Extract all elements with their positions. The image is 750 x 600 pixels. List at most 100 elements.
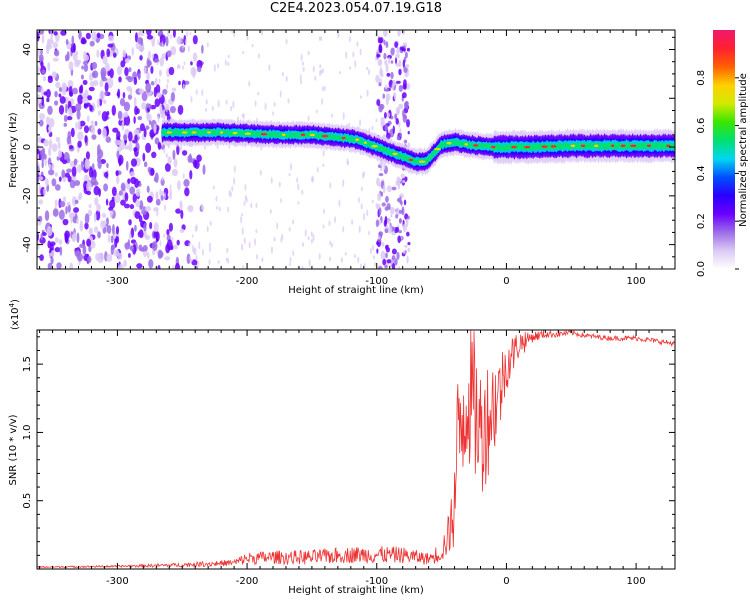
signal-peak (473, 144, 479, 147)
heatmap-cell (41, 33, 45, 44)
heatmap-cell (105, 198, 109, 206)
heatmap-cell (74, 213, 78, 220)
heatmap-cell (59, 246, 63, 256)
snr-x-tick-label: 100 (627, 576, 646, 587)
heatmap-cell (151, 240, 158, 252)
heatmap-cell (403, 250, 406, 254)
heatmap-cell (40, 233, 43, 241)
heatmap-cell (379, 69, 384, 76)
heatmap-cell (395, 62, 401, 67)
heatmap-cell (176, 239, 180, 246)
heatmap-cell (322, 163, 325, 167)
heatmap-cell (241, 243, 244, 251)
heatmap-cell (129, 245, 135, 252)
heatmap-cell (40, 61, 44, 68)
heatmap-cell (209, 246, 212, 253)
heatmap-cell (91, 134, 97, 140)
heatmap-cell (111, 224, 115, 235)
heatmap-cell (398, 230, 402, 234)
heatmap-cell (40, 49, 43, 55)
heatmap-cell (67, 79, 74, 89)
heatmap-cell (301, 61, 304, 66)
heatmap-cell (314, 75, 317, 81)
snr-x-ticks: -300 -200 -100 0 100 (39, 330, 676, 587)
heatmap-cell (398, 209, 403, 214)
heatmap-cell (189, 31, 192, 36)
figure-title: C2E4.2023.054.07.19.G18 (269, 1, 443, 16)
heatmap-cell (86, 181, 92, 193)
heatmap-cell (383, 111, 387, 119)
heatmap-cell (155, 237, 159, 243)
heatmap-cell (169, 34, 172, 40)
heatmap-cell (241, 213, 244, 217)
heatmap-cell (195, 89, 198, 96)
heatmap-cell (138, 30, 145, 36)
heatmap-cell (38, 199, 44, 205)
heatmap-cell (391, 255, 396, 260)
heatmap-cell (396, 136, 401, 141)
heatmap-cell (198, 241, 201, 250)
heatmap-cell (182, 173, 185, 179)
heatmap-cell (273, 102, 276, 107)
heatmap-cell (163, 148, 166, 154)
heatmap-cell (149, 129, 155, 139)
heatmap-cell (70, 212, 73, 224)
heatmap-cell (48, 252, 52, 258)
heatmap-cell (322, 224, 325, 229)
heatmap-cell (165, 106, 168, 113)
heatmap-cell (363, 212, 366, 221)
heatmap-cell (154, 77, 158, 86)
heatmap-cell (157, 142, 162, 150)
colorbar-tick: 0.2 (696, 213, 739, 229)
spectrogram-y-tick-label: 0 (22, 144, 33, 150)
heatmap-cell (270, 246, 273, 254)
heatmap-cell (401, 92, 407, 99)
heatmap-cell (395, 226, 400, 233)
heatmap-cell (227, 54, 230, 59)
heatmap-cell (359, 119, 362, 127)
heatmap-cell (124, 192, 129, 202)
heatmap-cell (85, 32, 91, 40)
heatmap-cell (404, 72, 409, 78)
heatmap-cell (48, 139, 53, 150)
heatmap-cell (217, 63, 220, 69)
heatmap-cell (50, 256, 54, 265)
heatmap-cell (407, 247, 411, 252)
colorbar-tick: 0.8 (696, 70, 739, 86)
heatmap-cell (257, 53, 260, 59)
heatmap-cell (372, 244, 375, 252)
heatmap-cell (224, 59, 227, 66)
heatmap-cell (352, 51, 355, 58)
heatmap-cell (400, 173, 405, 179)
colorbar-tick: 0.6 (696, 118, 739, 134)
heatmap-cell (146, 112, 150, 120)
spectrogram-x-tick-label: -100 (365, 276, 388, 287)
heatmap-cell (58, 87, 63, 93)
signal-peak (181, 131, 188, 134)
heatmap-cell (104, 62, 110, 72)
heatmap-cell (41, 231, 47, 237)
heatmap-cell (37, 31, 40, 42)
heatmap-cell (390, 60, 394, 64)
heatmap-cell (107, 43, 114, 48)
heatmap-cell (129, 171, 136, 177)
spectrogram-x-ticks: -300 -200 -100 0 100 (39, 30, 676, 287)
heatmap-cell (178, 80, 181, 86)
heatmap-cell (320, 36, 323, 41)
heatmap-cell (90, 124, 96, 135)
heatmap-cell (396, 178, 401, 186)
signal-peak (321, 134, 329, 138)
heatmap-cell (242, 265, 245, 269)
heatmap-cell (132, 193, 137, 204)
heatmap-cell (193, 247, 197, 256)
heatmap-cell (169, 184, 172, 192)
heatmap-cell (153, 231, 159, 238)
heatmap-cell (378, 37, 383, 44)
heatmap-cell (375, 219, 380, 228)
heatmap-cell (240, 216, 243, 224)
heatmap-cell (159, 188, 162, 197)
heatmap-cell (161, 190, 165, 196)
heatmap-cell (124, 67, 129, 77)
heatmap-cell (146, 195, 153, 203)
